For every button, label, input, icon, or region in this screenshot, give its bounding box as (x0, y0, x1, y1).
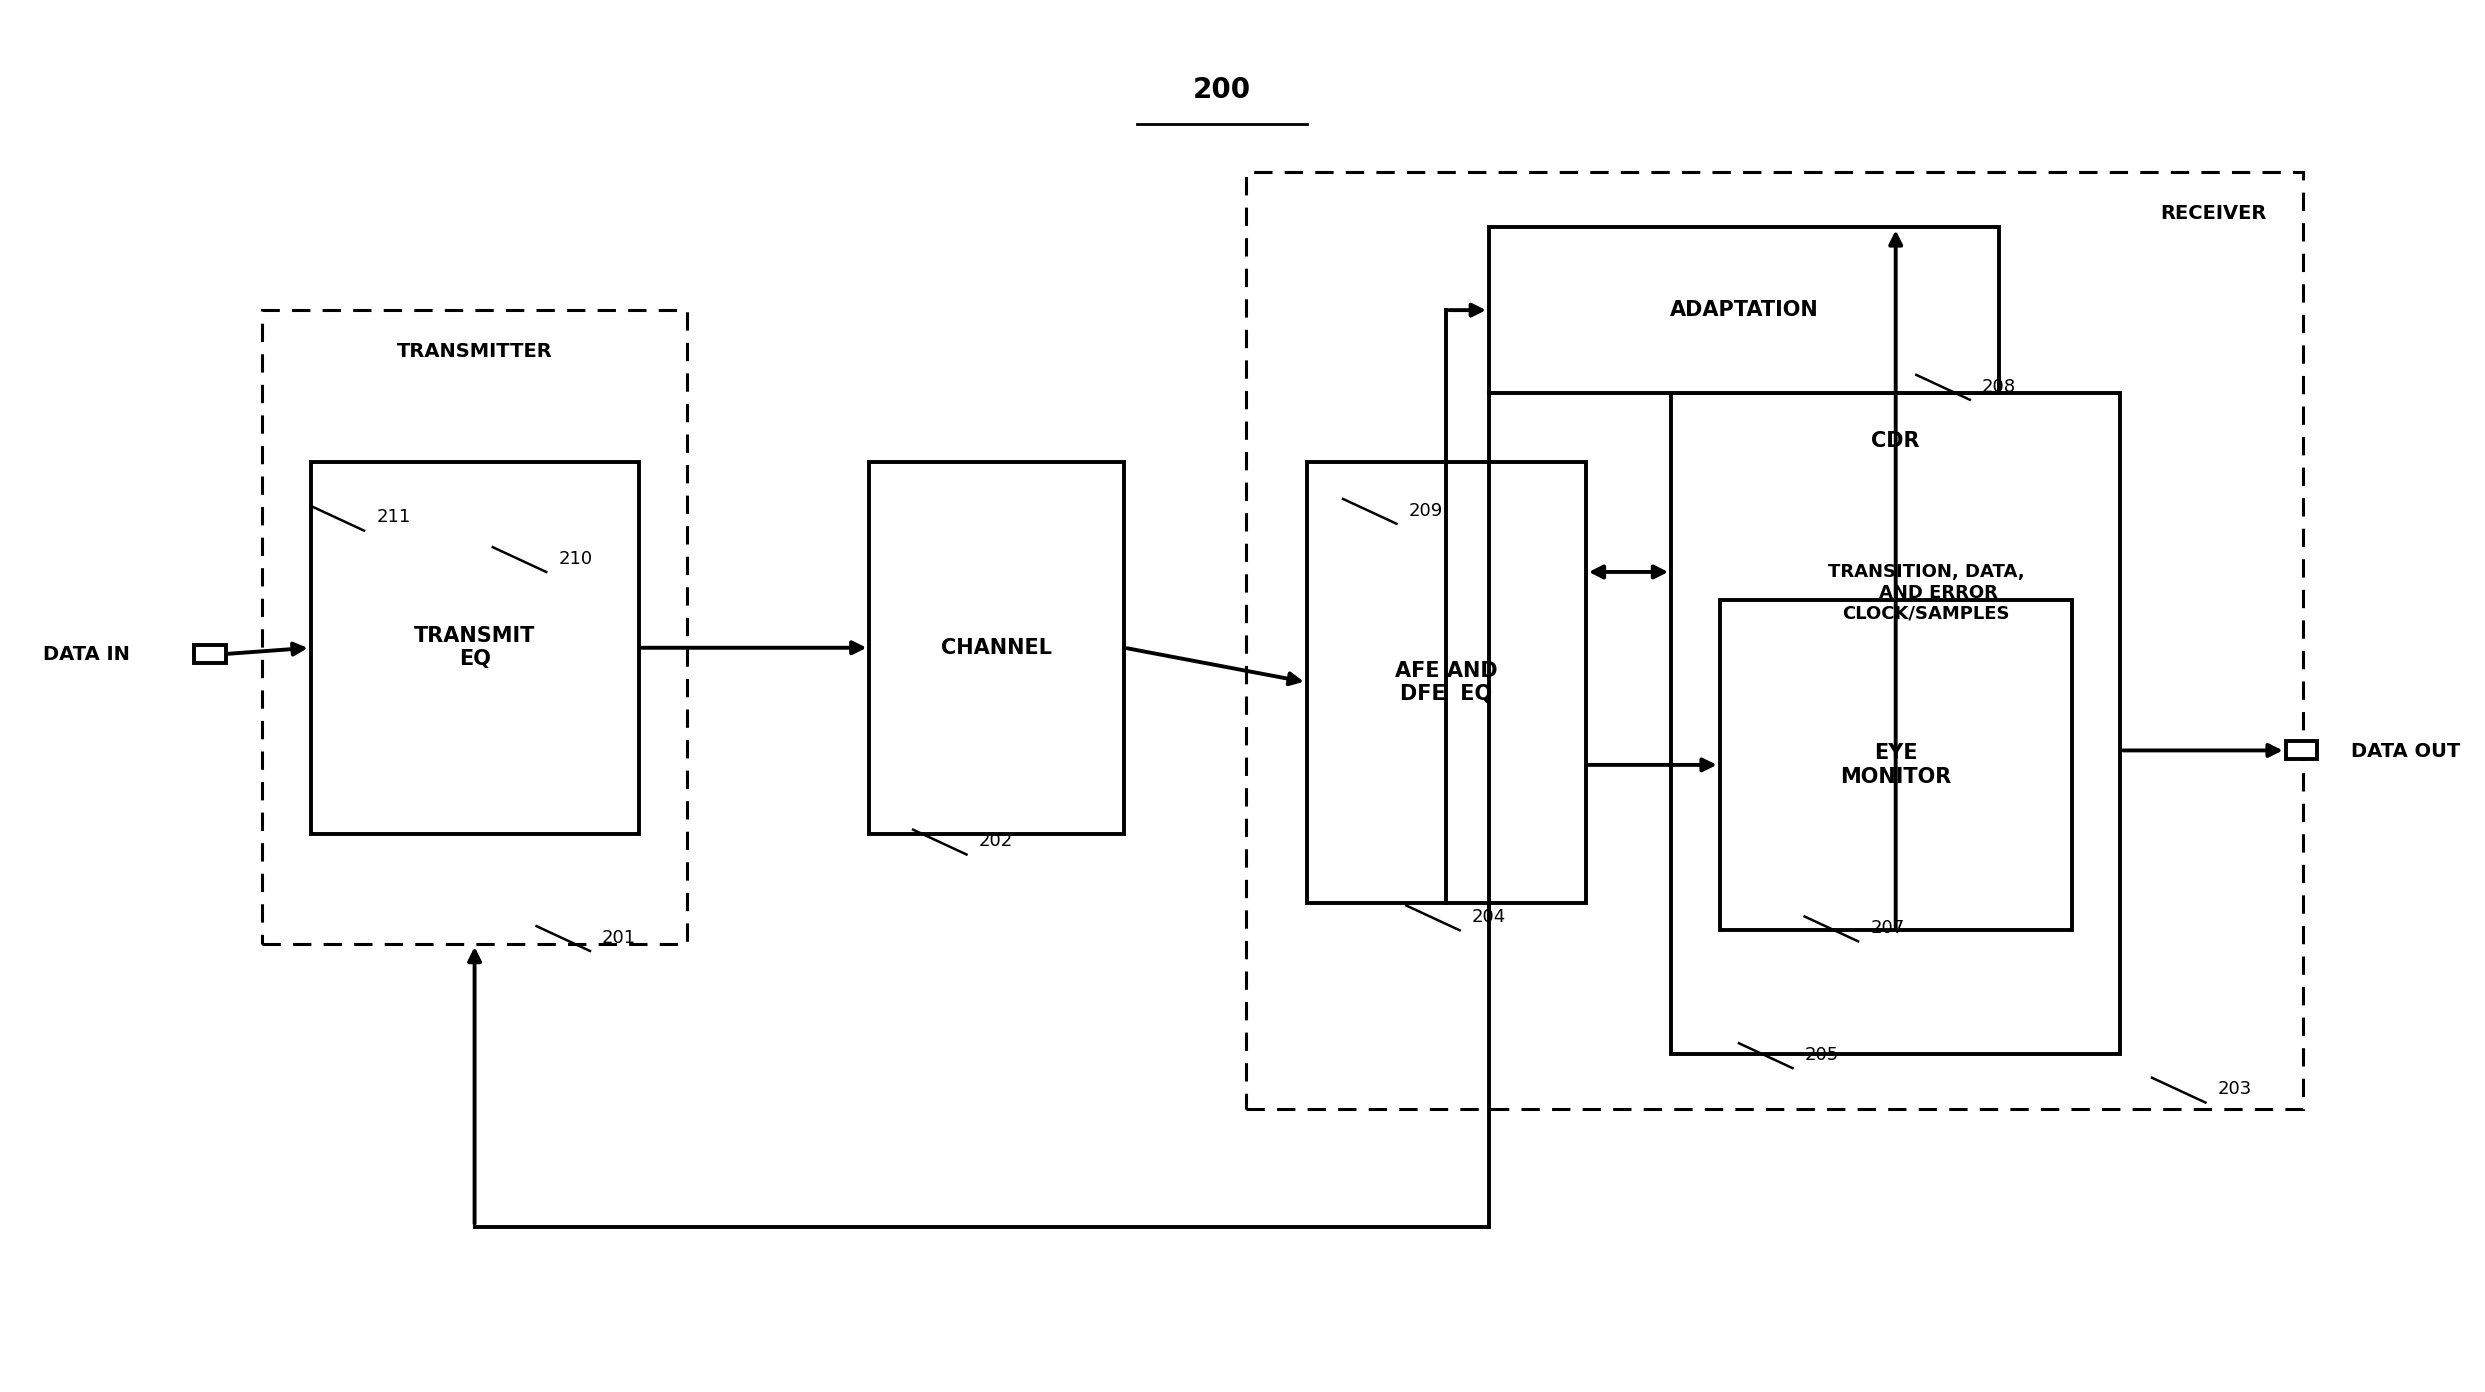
Text: 208: 208 (1983, 377, 2015, 395)
Bar (1670, 393, 2120, 1054)
Bar (1307, 462, 1585, 903)
Text: EYE
MONITOR: EYE MONITOR (1839, 743, 1951, 786)
Bar (1245, 173, 2304, 1109)
Bar (1720, 600, 2072, 930)
Text: TRANSITION, DATA,
    AND ERROR
CLOCK/SAMPLES: TRANSITION, DATA, AND ERROR CLOCK/SAMPLE… (1829, 562, 2025, 622)
Text: 210: 210 (559, 550, 591, 568)
Bar (870, 462, 1123, 834)
Text: ADAPTATION: ADAPTATION (1670, 301, 1819, 320)
Text: AFE AND
DFE  EQ: AFE AND DFE EQ (1394, 661, 1498, 704)
Bar (261, 310, 688, 944)
Text: 207: 207 (1871, 919, 1904, 937)
Text: CDR: CDR (1871, 432, 1921, 451)
Text: TRANSMIT
EQ: TRANSMIT EQ (415, 626, 534, 670)
Text: 201: 201 (601, 928, 636, 947)
Text: 200: 200 (1193, 75, 1250, 103)
Text: 209: 209 (1409, 501, 1444, 519)
Bar (194, 644, 226, 663)
Bar (2286, 742, 2316, 760)
Bar (1489, 227, 1998, 393)
Text: RECEIVER: RECEIVER (2159, 205, 2266, 223)
Text: 211: 211 (375, 508, 410, 526)
Bar (311, 462, 639, 834)
Text: DATA IN: DATA IN (42, 644, 129, 664)
Text: CHANNEL: CHANNEL (942, 638, 1051, 658)
Text: 202: 202 (979, 832, 1014, 851)
Text: 203: 203 (2217, 1080, 2251, 1098)
Text: DATA OUT: DATA OUT (2351, 742, 2460, 760)
Text: 205: 205 (1804, 1045, 1839, 1063)
Text: TRANSMITTER: TRANSMITTER (398, 342, 552, 361)
Text: 204: 204 (1471, 908, 1506, 926)
